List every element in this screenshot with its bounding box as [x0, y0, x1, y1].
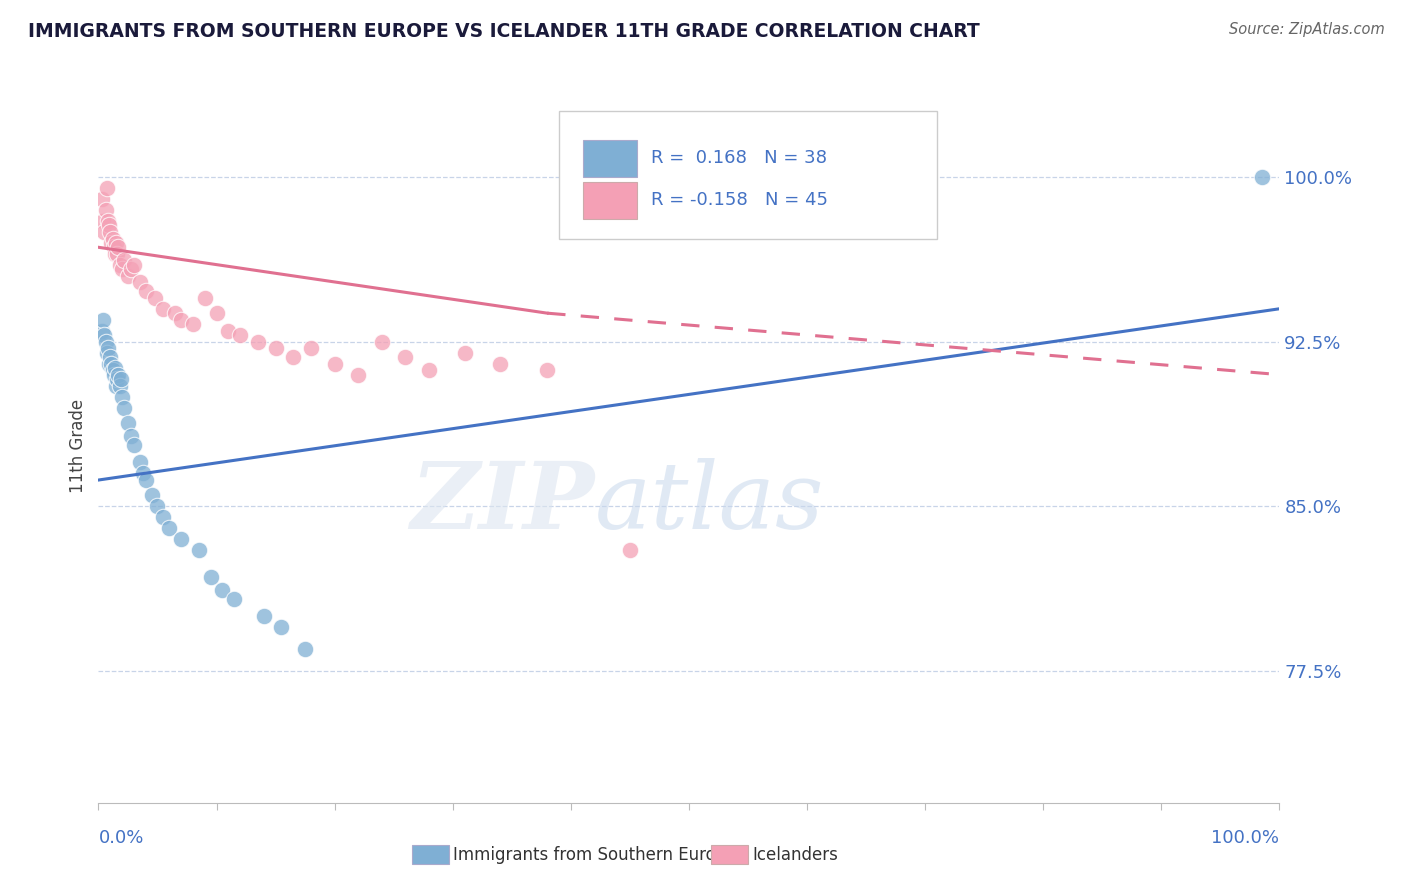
Point	[347, 368, 370, 382]
Point	[96, 181, 118, 195]
Point	[107, 368, 129, 382]
Point	[194, 291, 217, 305]
Point	[224, 591, 246, 606]
FancyBboxPatch shape	[582, 182, 637, 219]
Point	[246, 334, 269, 349]
Point	[91, 312, 114, 326]
Point	[105, 247, 128, 261]
Point	[104, 361, 127, 376]
Point	[205, 306, 228, 320]
Point	[112, 253, 135, 268]
Point	[91, 192, 114, 206]
Point	[117, 416, 139, 430]
Point	[103, 368, 125, 382]
Point	[181, 317, 204, 331]
Point	[270, 620, 292, 634]
Point	[91, 214, 114, 228]
Point	[121, 429, 143, 443]
Point	[619, 543, 641, 558]
Point	[146, 500, 169, 514]
Point	[122, 258, 145, 272]
Point	[98, 225, 121, 239]
Point	[229, 328, 252, 343]
Point	[489, 357, 512, 371]
Point	[107, 240, 129, 254]
Point	[170, 312, 193, 326]
Point	[91, 324, 114, 338]
Point	[152, 301, 174, 316]
Point	[536, 363, 558, 377]
Point	[101, 231, 124, 245]
Point	[283, 350, 305, 364]
Point	[104, 247, 127, 261]
Point	[371, 334, 394, 349]
Point	[101, 363, 124, 377]
Y-axis label: 11th Grade: 11th Grade	[69, 399, 87, 493]
Point	[108, 378, 131, 392]
Point	[299, 341, 322, 355]
Point	[105, 235, 128, 250]
Point	[394, 350, 416, 364]
Point	[418, 363, 440, 377]
Point	[98, 219, 121, 233]
Point	[100, 357, 122, 371]
Point	[170, 533, 193, 547]
Point	[211, 582, 233, 597]
Point	[1250, 169, 1272, 184]
Point	[100, 235, 122, 250]
Point	[121, 262, 143, 277]
Text: 100.0%: 100.0%	[1212, 829, 1279, 847]
Point	[111, 390, 134, 404]
Point	[135, 284, 157, 298]
Point	[112, 401, 135, 415]
Point	[105, 378, 128, 392]
Point	[103, 240, 125, 254]
Point	[105, 372, 128, 386]
Text: atlas: atlas	[595, 458, 824, 548]
Point	[94, 202, 117, 217]
Text: Source: ZipAtlas.com: Source: ZipAtlas.com	[1229, 22, 1385, 37]
Point	[122, 438, 145, 452]
Point	[152, 510, 174, 524]
Point	[93, 225, 115, 239]
Point	[187, 543, 209, 558]
Point	[98, 350, 121, 364]
Text: Immigrants from Southern Europe: Immigrants from Southern Europe	[453, 846, 737, 863]
Point	[97, 341, 120, 355]
Point	[323, 357, 346, 371]
Text: R =  0.168   N = 38: R = 0.168 N = 38	[651, 149, 827, 167]
Point	[253, 609, 276, 624]
Text: Icelanders: Icelanders	[752, 846, 838, 863]
Point	[141, 488, 163, 502]
FancyBboxPatch shape	[582, 140, 637, 177]
Point	[165, 306, 187, 320]
Point	[264, 341, 287, 355]
Point	[132, 467, 155, 481]
Point	[111, 262, 134, 277]
Text: ZIP: ZIP	[411, 458, 595, 548]
Text: IMMIGRANTS FROM SOUTHERN EUROPE VS ICELANDER 11TH GRADE CORRELATION CHART: IMMIGRANTS FROM SOUTHERN EUROPE VS ICELA…	[28, 22, 980, 41]
Point	[97, 214, 120, 228]
Point	[200, 569, 222, 583]
Point	[117, 268, 139, 283]
Text: R = -0.158   N = 45: R = -0.158 N = 45	[651, 191, 828, 209]
Point	[108, 258, 131, 272]
Point	[94, 334, 117, 349]
Point	[128, 276, 150, 290]
Point	[93, 328, 115, 343]
Point	[294, 642, 316, 657]
Point	[143, 291, 166, 305]
Point	[135, 473, 157, 487]
Point	[110, 372, 132, 386]
Point	[96, 345, 118, 359]
FancyBboxPatch shape	[560, 111, 936, 239]
Point	[157, 521, 180, 535]
Point	[128, 455, 150, 469]
Point	[217, 324, 239, 338]
Point	[98, 357, 121, 371]
Point	[453, 345, 475, 359]
Text: 0.0%: 0.0%	[98, 829, 143, 847]
